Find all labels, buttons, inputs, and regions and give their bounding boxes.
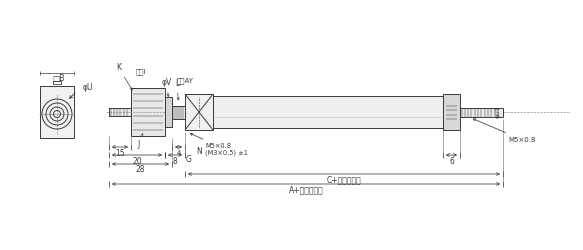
- Text: 8: 8: [173, 156, 177, 166]
- Bar: [185, 94, 213, 130]
- Bar: [40, 86, 74, 138]
- Text: □B: □B: [52, 74, 64, 84]
- Text: L: L: [175, 78, 179, 100]
- Bar: [109, 108, 131, 116]
- Text: 対辺I: 対辺I: [136, 69, 146, 75]
- Text: 15: 15: [115, 148, 125, 158]
- Bar: [172, 106, 185, 118]
- Bar: [165, 97, 172, 127]
- Text: G: G: [186, 156, 192, 164]
- Bar: [53, 81, 61, 84]
- Bar: [213, 96, 443, 128]
- Text: A+ストローク: A+ストローク: [289, 186, 324, 194]
- Text: 対辺AY: 対辺AY: [177, 78, 194, 84]
- Text: 20: 20: [132, 156, 142, 166]
- Text: 6: 6: [449, 156, 454, 166]
- Text: φU1: φU1: [496, 106, 500, 118]
- Text: M5×0.8: M5×0.8: [473, 119, 536, 142]
- Text: J: J: [138, 134, 143, 149]
- Text: φU: φU: [83, 84, 93, 92]
- Bar: [443, 94, 460, 130]
- Text: 4: 4: [176, 150, 181, 156]
- Bar: [131, 88, 165, 136]
- Text: C+ストローク: C+ストローク: [326, 176, 361, 184]
- Text: φV: φV: [162, 78, 172, 96]
- Text: K: K: [116, 63, 132, 90]
- Text: M5×0.8
(M3×0.5) ±1: M5×0.8 (M3×0.5) ±1: [190, 134, 248, 156]
- Text: N: N: [196, 148, 202, 156]
- Text: 28: 28: [136, 166, 145, 174]
- Bar: [460, 108, 503, 116]
